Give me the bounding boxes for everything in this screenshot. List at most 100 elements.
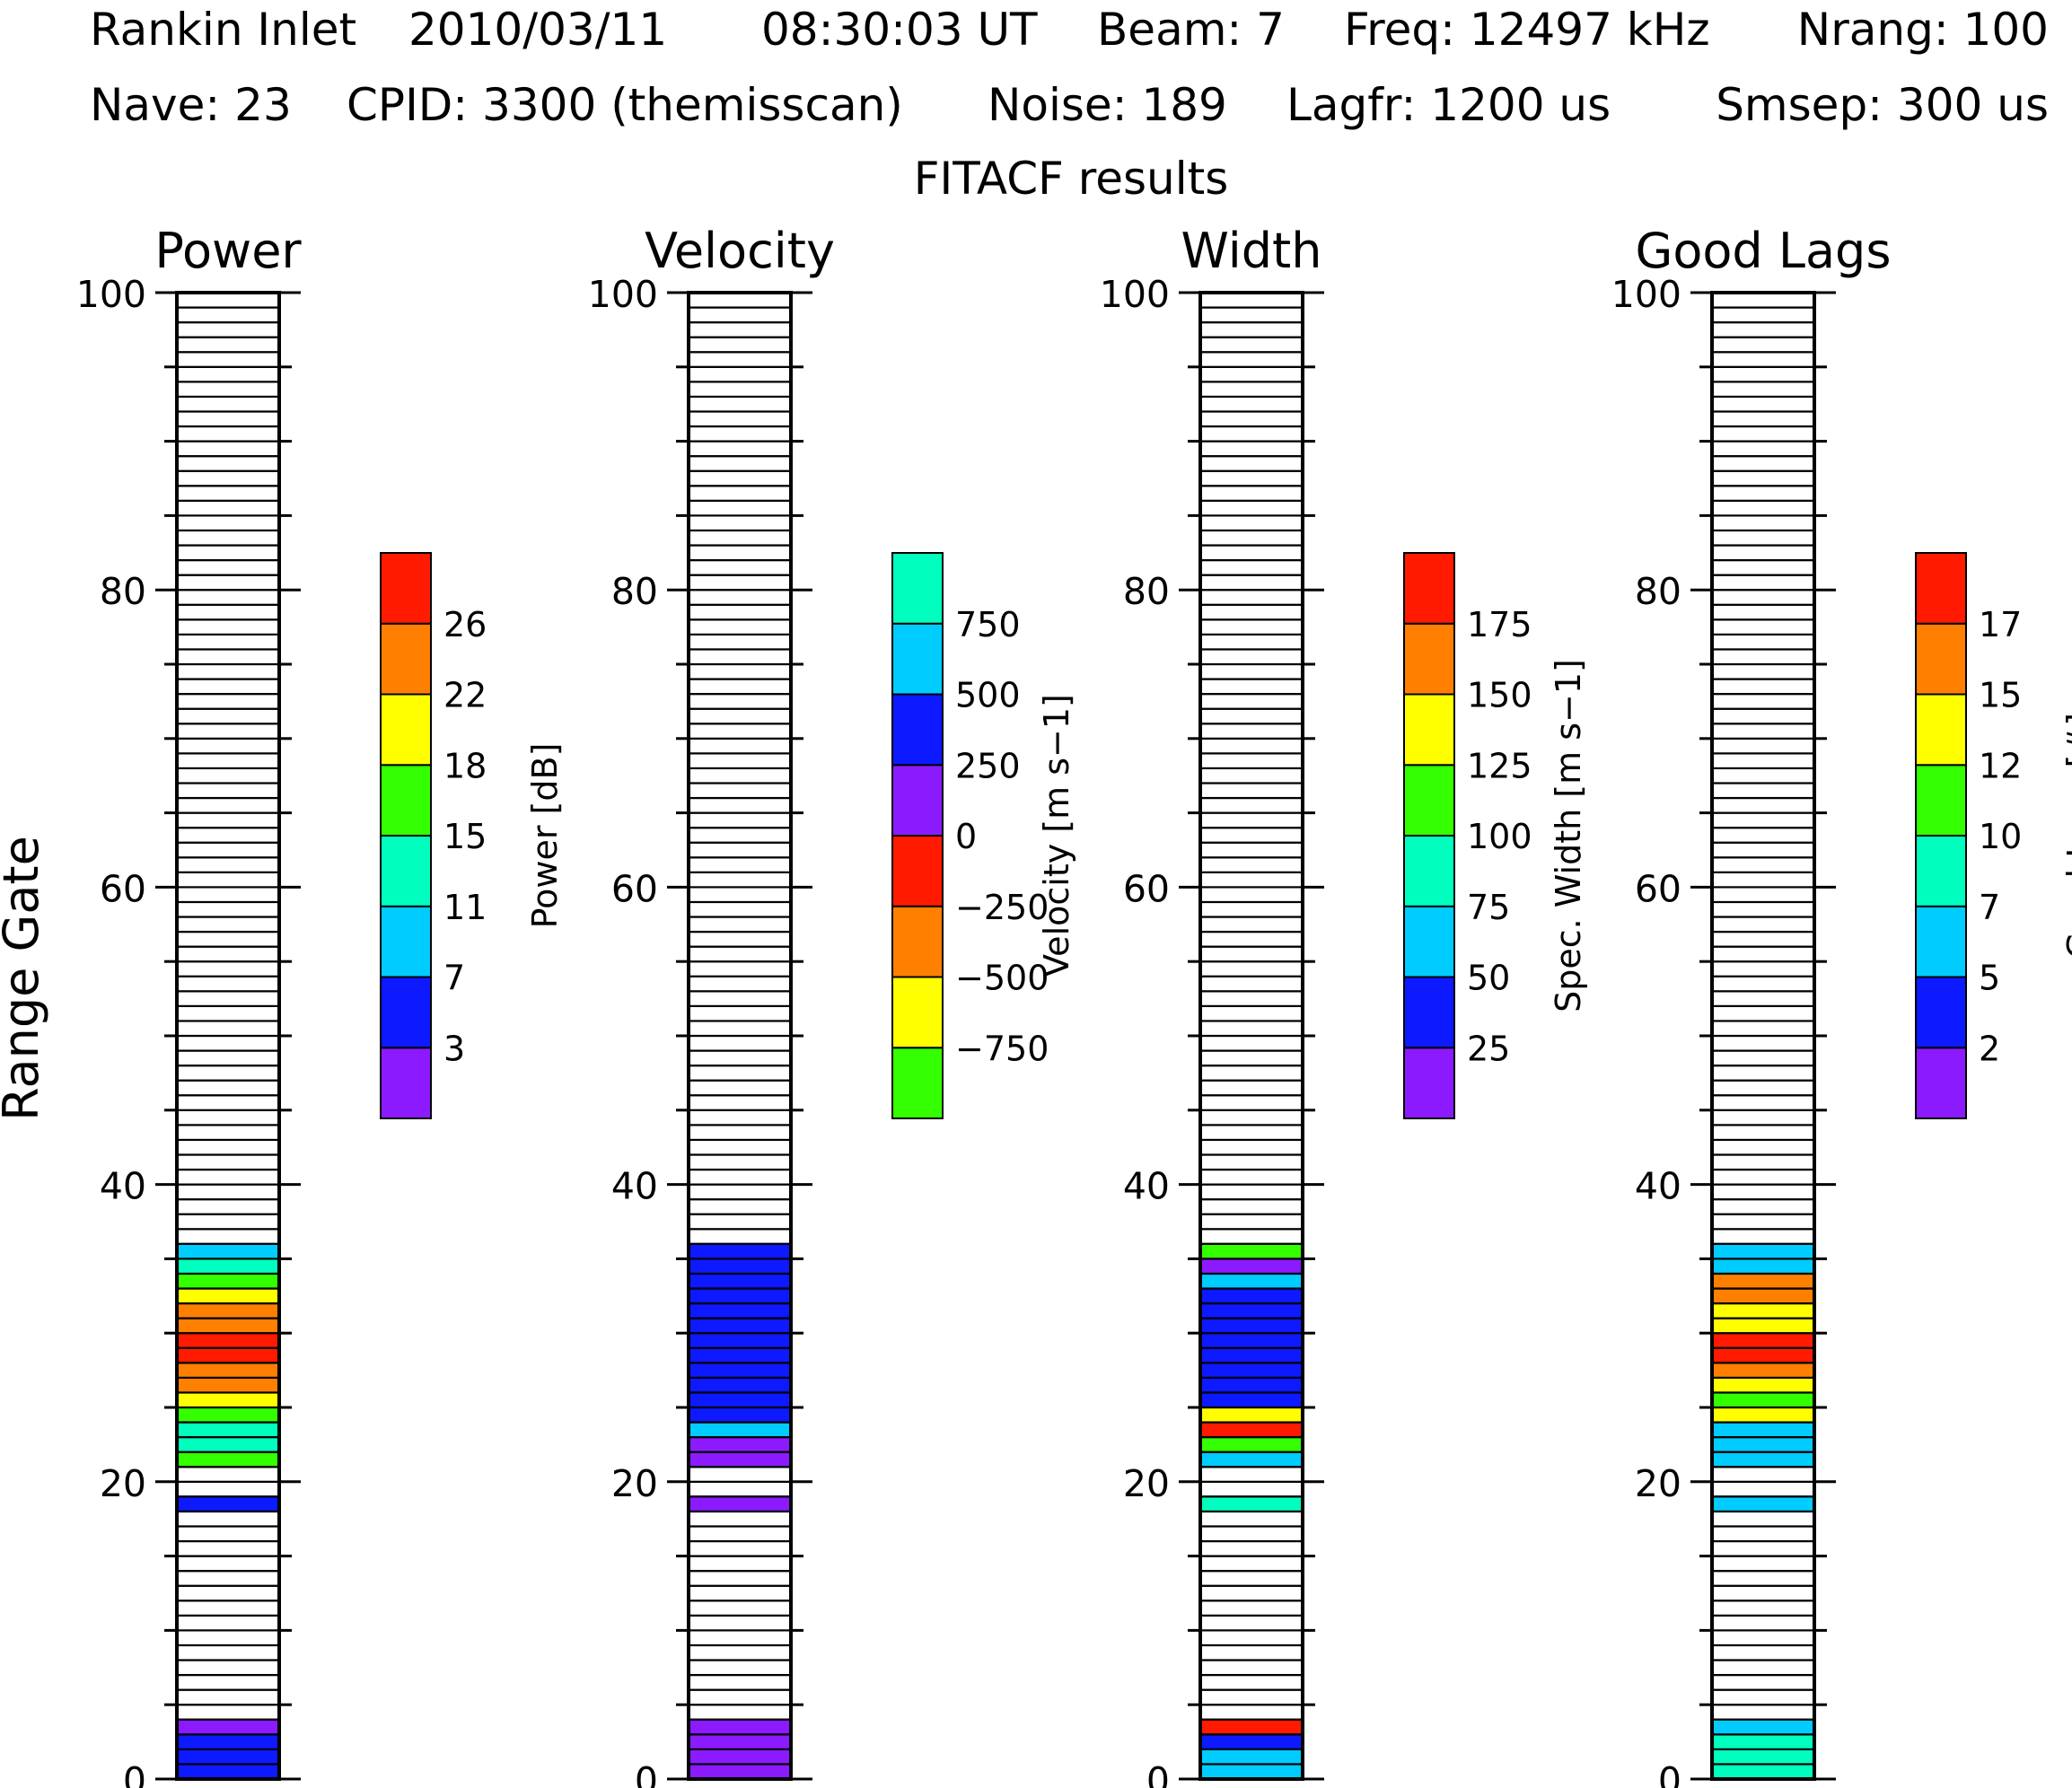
empty-gate-cell xyxy=(687,544,793,562)
empty-gate-cell xyxy=(687,1049,793,1067)
colorbar-segment xyxy=(891,622,944,696)
gate-cell xyxy=(1710,1406,1816,1424)
empty-gate-cell xyxy=(1198,425,1304,443)
empty-gate-cell xyxy=(1710,900,1816,918)
gate-cell xyxy=(1710,1451,1816,1468)
empty-gate-cell xyxy=(687,589,793,606)
colorbar-segment xyxy=(1915,622,1967,696)
colorbar-label-name: Power xyxy=(525,825,565,928)
colorbar-segment xyxy=(1915,1047,1967,1119)
colorbar-segment xyxy=(891,1047,944,1119)
empty-gate-cell xyxy=(1710,916,1816,933)
empty-gate-cell xyxy=(175,1153,281,1171)
empty-gate-cell xyxy=(687,871,793,889)
gate-cell xyxy=(1198,1272,1304,1290)
colorbar-tick-label: 7 xyxy=(1979,888,2000,927)
empty-gate-cell xyxy=(1710,1570,1816,1587)
gate-cell xyxy=(175,1451,281,1468)
empty-gate-cell xyxy=(1710,618,1816,635)
gate-cell xyxy=(175,1362,281,1379)
empty-gate-cell xyxy=(687,1020,793,1038)
colorbar-tick-label: −250 xyxy=(955,888,1049,927)
gate-cell xyxy=(1710,1258,1816,1275)
empty-gate-cell xyxy=(687,1555,793,1573)
empty-gate-cell xyxy=(175,871,281,889)
colorbar-tick-label: 250 xyxy=(955,746,1021,785)
header-nave: Nave: 23 xyxy=(90,79,292,131)
empty-gate-cell xyxy=(1710,841,1816,859)
empty-gate-cell xyxy=(1710,827,1816,844)
empty-gate-cell xyxy=(1710,1643,1816,1661)
empty-gate-cell xyxy=(175,1466,281,1483)
empty-gate-cell xyxy=(175,827,281,844)
gate-cell xyxy=(1710,1346,1816,1364)
colorbar-tick-label: 500 xyxy=(955,676,1021,715)
empty-gate-cell xyxy=(175,1673,281,1691)
y-tick-label: 20 xyxy=(100,1462,146,1505)
empty-gate-cell xyxy=(1710,1659,1816,1677)
panel-title: Velocity xyxy=(645,223,835,279)
empty-gate-cell xyxy=(1710,960,1816,977)
gate-cell xyxy=(687,1346,793,1364)
gate-cell xyxy=(1710,1376,1816,1394)
gate-cell xyxy=(687,1391,793,1409)
empty-gate-cell xyxy=(175,990,281,1007)
gate-cell xyxy=(1198,1733,1304,1750)
empty-gate-cell xyxy=(175,930,281,948)
empty-gate-cell xyxy=(687,1213,793,1231)
empty-gate-cell xyxy=(175,1004,281,1022)
empty-gate-cell xyxy=(1710,558,1816,576)
header-noise: Noise: 189 xyxy=(988,79,1227,131)
empty-gate-cell xyxy=(1198,1079,1304,1097)
empty-gate-cell xyxy=(1710,306,1816,324)
empty-gate-cell xyxy=(687,930,793,948)
gate-cell xyxy=(1710,1302,1816,1319)
y-axis-label: Range Gate xyxy=(0,836,49,1121)
gate-cell xyxy=(1198,1718,1304,1736)
empty-gate-cell xyxy=(175,1109,281,1126)
empty-gate-cell xyxy=(1198,558,1304,576)
y-tick-label: 100 xyxy=(1100,273,1170,316)
empty-gate-cell xyxy=(687,1539,793,1557)
colorbar-segment xyxy=(380,552,432,625)
gate-cell xyxy=(175,1391,281,1409)
empty-gate-cell xyxy=(1710,529,1816,547)
empty-gate-cell xyxy=(1710,1124,1816,1142)
empty-gate-cell xyxy=(687,1643,793,1661)
colorbar-tick-label: 3 xyxy=(443,1029,465,1068)
empty-gate-cell xyxy=(175,1198,281,1215)
y-tick-label: 100 xyxy=(76,273,146,316)
colorbar-segment xyxy=(891,835,944,907)
colorbar-segment xyxy=(380,1047,432,1119)
empty-gate-cell xyxy=(687,693,793,710)
colorbar-segment xyxy=(380,622,432,696)
empty-gate-cell xyxy=(175,455,281,472)
colorbar-segment xyxy=(1403,622,1455,696)
colorbar-label-name: Velocity xyxy=(1037,844,1076,977)
gate-cell xyxy=(175,1421,281,1439)
empty-gate-cell xyxy=(175,603,281,621)
panel-title: Power xyxy=(154,223,302,279)
empty-gate-cell xyxy=(1710,321,1816,338)
y-tick-label: 80 xyxy=(100,570,146,613)
empty-gate-cell xyxy=(1198,321,1304,338)
empty-gate-cell xyxy=(1198,603,1304,621)
colorbar-label: Spec. Width [m s−1] xyxy=(1549,659,1588,1012)
empty-gate-cell xyxy=(687,1510,793,1528)
empty-gate-cell xyxy=(1198,1673,1304,1691)
colorbar-tick-label: 11 xyxy=(443,888,487,927)
empty-gate-cell xyxy=(175,945,281,963)
colorbar-tick-label: 7 xyxy=(443,959,465,998)
empty-gate-cell xyxy=(175,737,281,755)
empty-gate-cell xyxy=(1710,975,1816,993)
empty-gate-cell xyxy=(1198,529,1304,547)
empty-gate-cell xyxy=(1198,737,1304,755)
empty-gate-cell xyxy=(1198,1643,1304,1661)
empty-gate-cell xyxy=(1710,648,1816,666)
empty-gate-cell xyxy=(175,485,281,502)
empty-gate-cell xyxy=(1710,752,1816,770)
empty-gate-cell xyxy=(175,365,281,383)
header-station: Rankin Inlet xyxy=(90,4,356,56)
empty-gate-cell xyxy=(687,1198,793,1215)
empty-gate-cell xyxy=(175,1480,281,1498)
